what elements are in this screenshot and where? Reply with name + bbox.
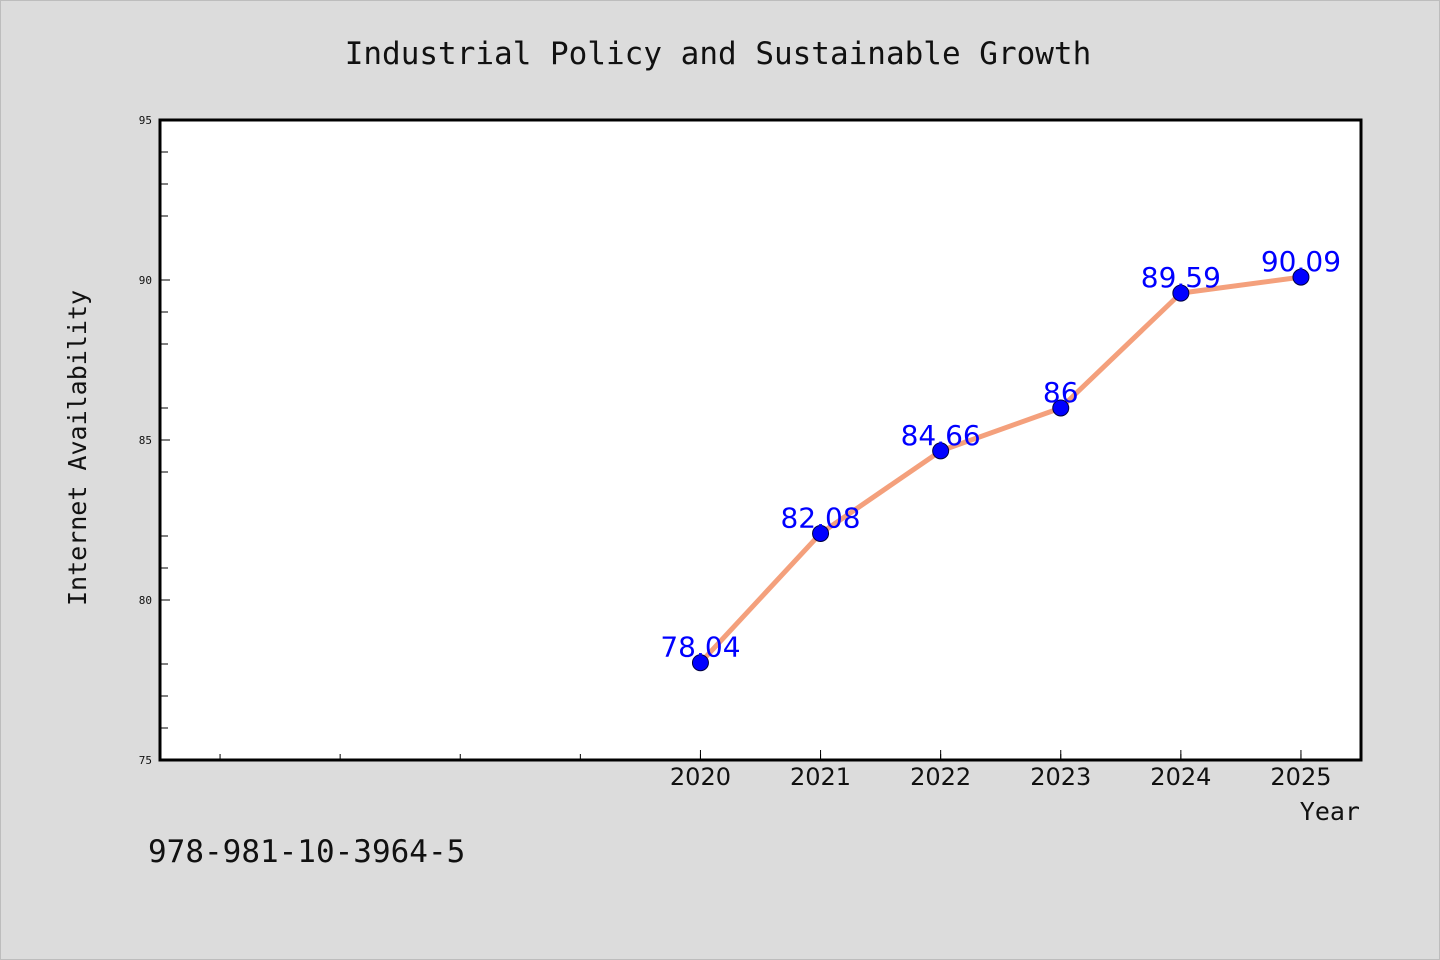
- data-point: [691, 654, 709, 672]
- data-point: [1172, 284, 1190, 302]
- x-tick-label: 2023: [1030, 763, 1091, 791]
- y-tick-label: 80: [139, 594, 152, 607]
- plot-area: [158, 118, 1363, 762]
- series-line: [697, 274, 1304, 666]
- data-label: 86: [1043, 376, 1079, 409]
- x-tick-label: 2022: [910, 763, 971, 791]
- x-tick-label: 2021: [790, 763, 851, 791]
- chart-title: Industrial Policy and Sustainable Growth: [345, 36, 1092, 72]
- data-point: [812, 524, 830, 542]
- data-label: 84.66: [901, 419, 981, 452]
- y-tick-label: 95: [139, 114, 152, 127]
- data-point: [932, 442, 950, 460]
- y-tick-label: 85: [139, 434, 152, 447]
- data-label: 82.08: [780, 501, 860, 534]
- x-tick-label: 2024: [1150, 763, 1211, 791]
- data-point: [1292, 268, 1310, 286]
- y-tick-label: 90: [139, 274, 152, 287]
- data-point: [1052, 399, 1070, 417]
- data-label: 90.09: [1261, 245, 1341, 278]
- x-tick-label: 2025: [1270, 763, 1331, 791]
- x-axis-label: Year: [1300, 797, 1360, 826]
- x-axis: 2020 2021 2022 2023 2024 2025: [219, 750, 1331, 791]
- isbn-text: 978-981-10-3964-5: [148, 834, 466, 870]
- y-axis-label: Internet Availability: [63, 290, 92, 606]
- x-tick-label: 2020: [670, 763, 731, 791]
- y-axis: 75 80 85 90 95: [139, 114, 170, 767]
- data-label: 78.04: [660, 631, 740, 664]
- data-labels: 78.04 82.08 84.66 86 89.59 90.09: [660, 245, 1341, 664]
- y-tick-label: 75: [139, 754, 152, 767]
- data-label: 89.59: [1141, 261, 1221, 294]
- series-markers: [691, 268, 1310, 672]
